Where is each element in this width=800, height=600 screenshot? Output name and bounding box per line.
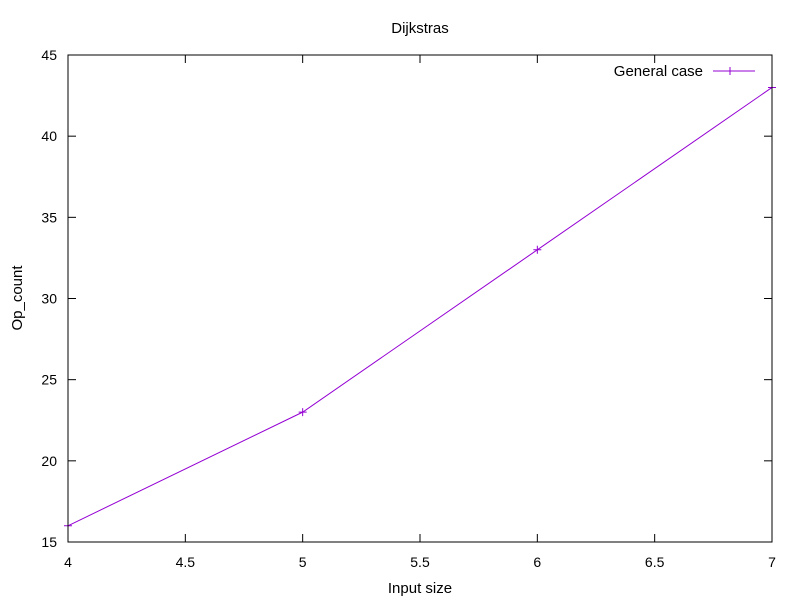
data-point [533, 245, 542, 254]
y-tick-label: 20 [41, 453, 57, 469]
y-axis-ticks: 15 20 25 30 35 40 45 [41, 47, 772, 550]
x-tick-label: 5.5 [410, 554, 430, 570]
y-tick-label: 35 [41, 209, 57, 225]
legend-label: General case [614, 63, 703, 80]
x-tick-label: 6 [533, 554, 541, 570]
x-tick-label: 7 [768, 554, 776, 570]
x-tick-label: 4 [64, 554, 72, 570]
y-tick-label: 15 [41, 534, 57, 550]
chart-title: Dijkstras [391, 20, 449, 37]
y-tick-label: 40 [41, 128, 57, 144]
x-axis-title: Input size [388, 580, 452, 597]
y-axis-title: Op_count [9, 265, 26, 331]
y-tick-label: 45 [41, 47, 57, 63]
x-tick-label: 6.5 [645, 554, 665, 570]
x-tick-label: 5 [299, 554, 307, 570]
series-line [67, 87, 773, 527]
legend-marker [726, 67, 734, 75]
y-tick-label: 25 [41, 372, 57, 388]
x-axis-ticks: 4 4.5 5 5.5 6 6.5 7 [64, 55, 776, 570]
x-tick-label: 4.5 [176, 554, 196, 570]
data-point [298, 408, 307, 417]
legend: General case [614, 63, 755, 80]
series-layer [64, 83, 776, 530]
y-tick-label: 30 [41, 291, 57, 307]
plot-area-frame [67, 54, 773, 543]
